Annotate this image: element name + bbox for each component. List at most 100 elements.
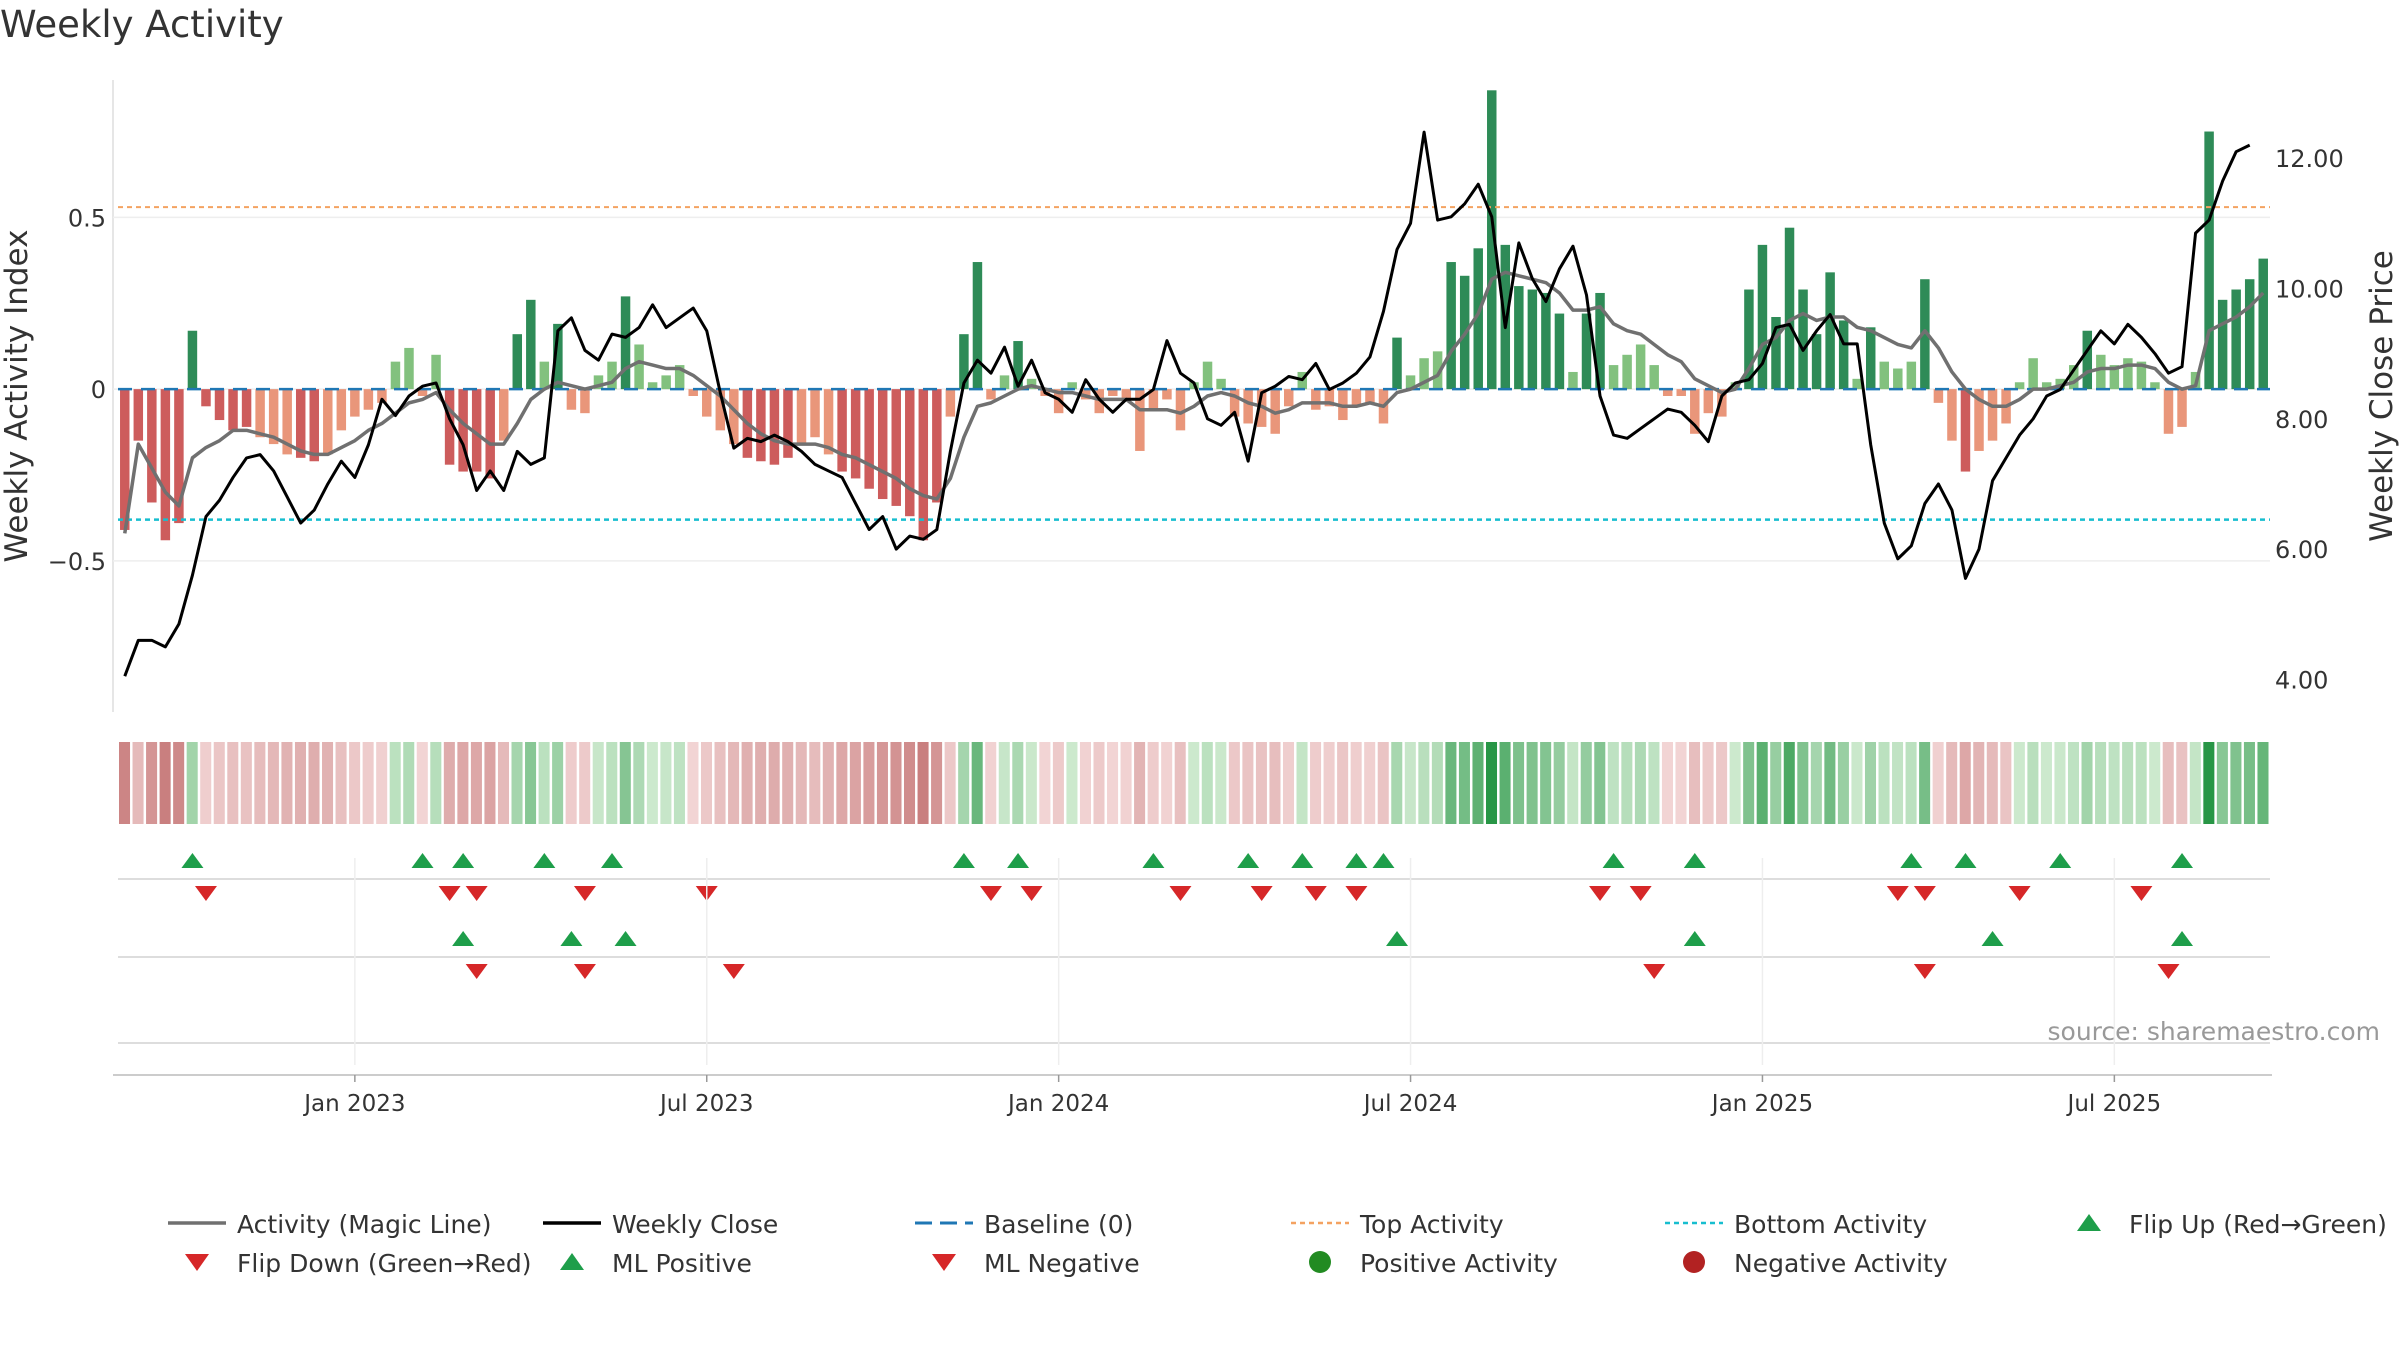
activity-bar: [932, 389, 942, 503]
flip-up-marker: [1372, 853, 1395, 868]
activity-bar: [891, 389, 901, 506]
heat-cell: [768, 742, 780, 824]
activity-bar: [539, 361, 550, 390]
heat-cell: [2135, 742, 2147, 824]
heat-cell: [2257, 742, 2269, 824]
y-tick-label-right: 4.00: [2275, 666, 2328, 694]
ml-negative-marker: [465, 964, 488, 979]
activity-bar: [647, 382, 658, 390]
activity-bar: [1798, 289, 1808, 390]
activity-bar: [1175, 389, 1186, 431]
heat-cell: [876, 742, 888, 824]
ml-positive-marker: [1683, 931, 1706, 946]
heat-cell: [1296, 742, 1308, 824]
heat-cell: [1323, 742, 1335, 824]
activity-bar: [120, 389, 130, 530]
heat-cell: [2013, 742, 2025, 824]
activity-bar: [553, 323, 563, 390]
magic-line: [123, 270, 2265, 534]
heat-cell: [2000, 742, 2012, 824]
heat-cell: [1675, 742, 1687, 824]
activity-bar: [877, 389, 888, 500]
weekly-close-line: [123, 130, 2251, 677]
heat-cell: [1864, 742, 1876, 824]
activity-bar: [945, 389, 956, 417]
activity-bar: [2244, 279, 2255, 390]
activity-bar: [1446, 262, 1456, 390]
activity-bar: [228, 389, 238, 431]
activity-bar: [756, 389, 766, 462]
activity-bar: [147, 389, 157, 503]
heat-cell: [1553, 742, 1565, 824]
activity-bar: [729, 389, 739, 445]
activity-bar: [1744, 289, 1754, 390]
flip-down-marker: [1629, 886, 1652, 901]
activity-bar: [1527, 289, 1538, 390]
flip-up-marker: [1291, 853, 1314, 868]
activity-bar: [1365, 389, 1375, 403]
activity-bar: [160, 389, 171, 541]
activity-bar: [959, 334, 969, 390]
activity-bar: [1202, 361, 1213, 390]
activity-bar: [1473, 248, 1483, 390]
heat-cell: [1851, 742, 1863, 824]
y-tick-label-right: 12.00: [2275, 145, 2344, 173]
heat-cell: [2122, 742, 2134, 824]
activity-bar: [1879, 361, 1890, 390]
heat-cell: [1418, 742, 1430, 824]
heat-cell: [2108, 742, 2120, 824]
heat-cell: [1607, 742, 1619, 824]
heat-cell: [565, 742, 577, 824]
legend-tri-down-swatch: [185, 1254, 209, 1271]
legend-tri-up-swatch: [2077, 1214, 2101, 1231]
heat-cell: [2027, 742, 2039, 824]
heat-cell: [660, 742, 672, 824]
activity-bar: [810, 389, 820, 438]
heat-cell: [322, 742, 334, 824]
heat-cell: [1743, 742, 1755, 824]
legend-label: Activity (Magic Line): [237, 1210, 491, 1239]
heat-cell: [308, 742, 320, 824]
flip-up-marker: [452, 853, 475, 868]
heat-cell: [700, 742, 713, 824]
activity-bar: [1811, 334, 1822, 390]
heat-cell: [1404, 742, 1416, 824]
activity-bar: [1690, 389, 1700, 434]
heat-cell: [849, 742, 861, 824]
activity-bar: [1974, 389, 1984, 451]
legend-item: ML Negative: [932, 1249, 1140, 1278]
heat-cell: [1621, 742, 1633, 824]
activity-bar: [1608, 365, 1619, 390]
activity-bar: [1229, 389, 1240, 417]
activity-bar: [1162, 389, 1172, 400]
heat-cell: [389, 742, 401, 824]
heat-cell: [1756, 742, 1768, 824]
activity-bar: [1920, 279, 1930, 390]
heat-cell: [2162, 742, 2174, 824]
activity-bar: [1960, 389, 1971, 472]
heat-cell: [1837, 742, 1849, 824]
flip-up-marker: [1142, 853, 1165, 868]
heat-cell: [132, 742, 144, 824]
heat-cell: [985, 742, 997, 824]
y-tick-label-left: 0.5: [68, 204, 106, 232]
heat-cell: [782, 742, 794, 824]
activity-bar: [634, 344, 644, 390]
heat-cell: [890, 742, 902, 824]
heat-cell: [281, 742, 293, 824]
activity-bar: [2163, 389, 2174, 434]
heat-cell: [1810, 742, 1822, 824]
heat-cell: [1716, 742, 1728, 824]
activity-bar: [1947, 389, 1957, 441]
heat-cell: [1526, 742, 1538, 824]
legend-item: Activity (Magic Line): [168, 1210, 491, 1239]
activity-bar: [2136, 361, 2147, 390]
heat-cell: [1188, 742, 1200, 824]
heat-cell: [1661, 742, 1673, 824]
activity-bar: [1757, 244, 1768, 390]
heat-cell: [552, 742, 564, 824]
activity-bar: [2123, 358, 2133, 390]
heat-cell: [1540, 742, 1552, 824]
heat-cell: [1729, 742, 1741, 824]
flip-up-marker: [1683, 853, 1706, 868]
